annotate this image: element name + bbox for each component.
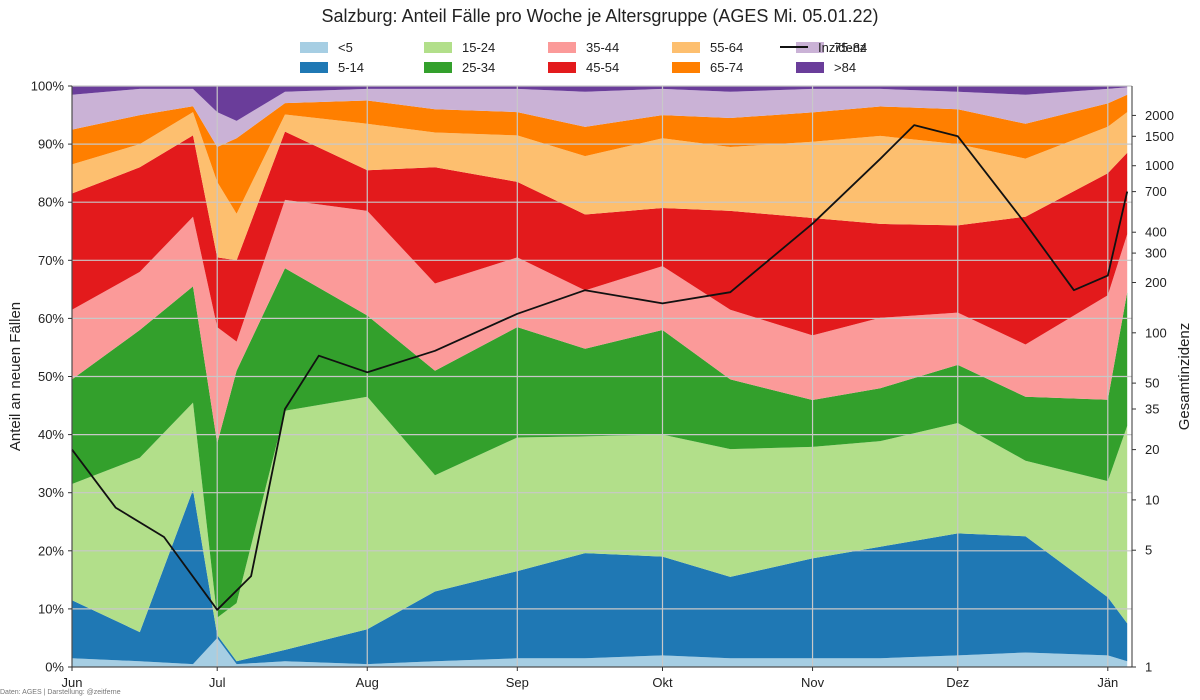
area-series-8 (72, 87, 1128, 147)
y2-tick-label: 35 (1145, 401, 1159, 416)
legend-swatch (424, 61, 452, 73)
y2-tick-label: 5 (1145, 543, 1152, 558)
y2-tick-label: 1000 (1145, 158, 1174, 173)
y-tick-label: 70% (38, 253, 64, 268)
y-tick-label: 90% (38, 137, 64, 152)
legend-swatch (424, 41, 452, 53)
area-series-0 (72, 638, 1128, 667)
legend-label: 65-74 (710, 59, 744, 75)
legend-label: <5 (338, 39, 353, 55)
area-series-9 (72, 86, 1128, 121)
legend-item-line: Inzidenz (780, 38, 866, 56)
area-series-group (72, 86, 1128, 667)
legend-swatch (796, 41, 824, 53)
legend-item: 15-24 (424, 38, 495, 56)
legend-label: 45-54 (586, 59, 620, 75)
y2-tick-label: 50 (1145, 376, 1159, 391)
area-series-3 (72, 268, 1128, 618)
legend-item: >84 (796, 58, 856, 76)
x-tick-label: Aug (356, 675, 379, 690)
legend-item: 5-14 (300, 58, 364, 76)
legend-label: 25-34 (462, 59, 496, 75)
legend-swatch (548, 41, 576, 53)
legend-label: 5-14 (338, 59, 365, 75)
legend-swatch (300, 61, 328, 73)
legend-swatch (796, 61, 824, 73)
y-tick-label: 100% (31, 79, 65, 94)
y2-tick-label: 200 (1145, 275, 1167, 290)
x-tick-label: Jän (1097, 675, 1118, 690)
x-tick-label: Nov (801, 675, 825, 690)
y-tick-label: 80% (38, 195, 64, 210)
y-axis-label: Anteil an neuen Fällen (7, 302, 24, 451)
legend-label: Inzidenz (818, 39, 867, 55)
y2-tick-label: 300 (1145, 246, 1167, 261)
y2-tick-label: 700 (1145, 184, 1167, 199)
y-tick-label: 60% (38, 311, 64, 326)
y-tick-label: 10% (38, 601, 64, 616)
y2-tick-label: 20 (1145, 442, 1159, 457)
legend-label: 75-84 (834, 39, 868, 55)
legend-swatch (548, 61, 576, 73)
legend-swatch (672, 41, 700, 53)
legend-item: 45-54 (548, 58, 619, 76)
x-tick-label: Jul (209, 675, 226, 690)
legend-label: 35-44 (586, 39, 620, 55)
y2-tick-label: 1 (1145, 660, 1152, 675)
x-tick-label: Sep (506, 675, 529, 690)
legend-item: <5 (300, 38, 353, 56)
area-series-5 (72, 131, 1128, 345)
area-series-2 (72, 396, 1128, 662)
legend-item: 55-64 (672, 38, 743, 56)
legend-swatch (672, 61, 700, 73)
y2-tick-label: 2000 (1145, 108, 1174, 123)
area-series-7 (72, 94, 1128, 214)
area-series-1 (72, 489, 1128, 665)
area-series-6 (72, 112, 1128, 261)
y-tick-label: 40% (38, 427, 64, 442)
y2-tick-label: 10 (1145, 492, 1159, 507)
credit-text: Daten: AGES | Darstellung: @zeitferne (0, 689, 121, 696)
legend-label: >84 (834, 59, 857, 75)
legend-label: 15-24 (462, 39, 496, 55)
x-tick-label: Okt (652, 675, 673, 690)
y2-tick-label: 400 (1145, 225, 1167, 240)
legend-item: 35-44 (548, 38, 619, 56)
y-tick-label: 20% (38, 543, 64, 558)
chart-title: Salzburg: Anteil Fälle pro Woche je Alte… (321, 6, 879, 26)
y2-axis-label: Gesamtinzidenz (1176, 323, 1193, 431)
legend-item: 75-84 (796, 38, 867, 56)
legend-item: 25-34 (424, 58, 495, 76)
legend-label: 55-64 (710, 39, 744, 55)
y2-tick-label: 100 (1145, 325, 1167, 340)
legend-item: 65-74 (672, 58, 743, 76)
legend: <5 5-14 15-24 25-34 35-44 45-54 55-64 65-74 75-8… (300, 38, 920, 78)
x-tick-label: Jun (62, 675, 83, 690)
y2-tick-label: 1500 (1145, 129, 1174, 144)
y-tick-label: 30% (38, 485, 64, 500)
incidence-line (71, 124, 1129, 611)
y-tick-label: 50% (38, 369, 64, 384)
legend-line-swatch (780, 46, 808, 48)
y-tick-label: 0% (45, 660, 64, 675)
legend-swatch (300, 41, 328, 53)
x-tick-label: Dez (946, 675, 969, 690)
